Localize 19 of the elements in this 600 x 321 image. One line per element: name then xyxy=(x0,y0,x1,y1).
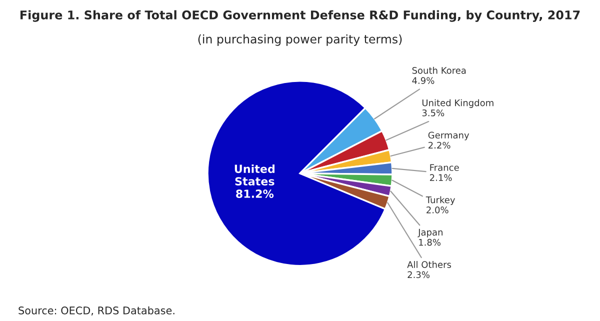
chart-title: Figure 1. Share of Total OECD Government Defense R&D Funding, by Country, 2017 xyxy=(20,10,580,22)
data-label: 1.8% xyxy=(419,238,441,246)
data-label: 2.1% xyxy=(430,174,452,182)
chart-subtitle: (in purchasing power parity terms) xyxy=(198,34,402,46)
slice-label: All Others xyxy=(407,260,452,268)
data-label: 81.2% xyxy=(236,190,274,198)
source-note: Source: OECD, RDS Database. xyxy=(18,306,174,316)
data-label: 2.3% xyxy=(408,271,430,278)
slice-label: South Korea xyxy=(412,66,466,74)
slice-label: Japan xyxy=(418,228,442,238)
slice-label: United States xyxy=(234,164,274,186)
slice-label: Turkey xyxy=(426,196,456,206)
data-label: 4.9% xyxy=(412,77,434,84)
slice-label: Germany xyxy=(428,132,470,140)
data-label: 2.2% xyxy=(428,142,450,149)
data-label: 3.5% xyxy=(422,109,444,116)
data-label: 2.0% xyxy=(426,206,448,214)
slice-label: France xyxy=(430,164,459,171)
slice-label: United Kingdom xyxy=(422,99,494,108)
